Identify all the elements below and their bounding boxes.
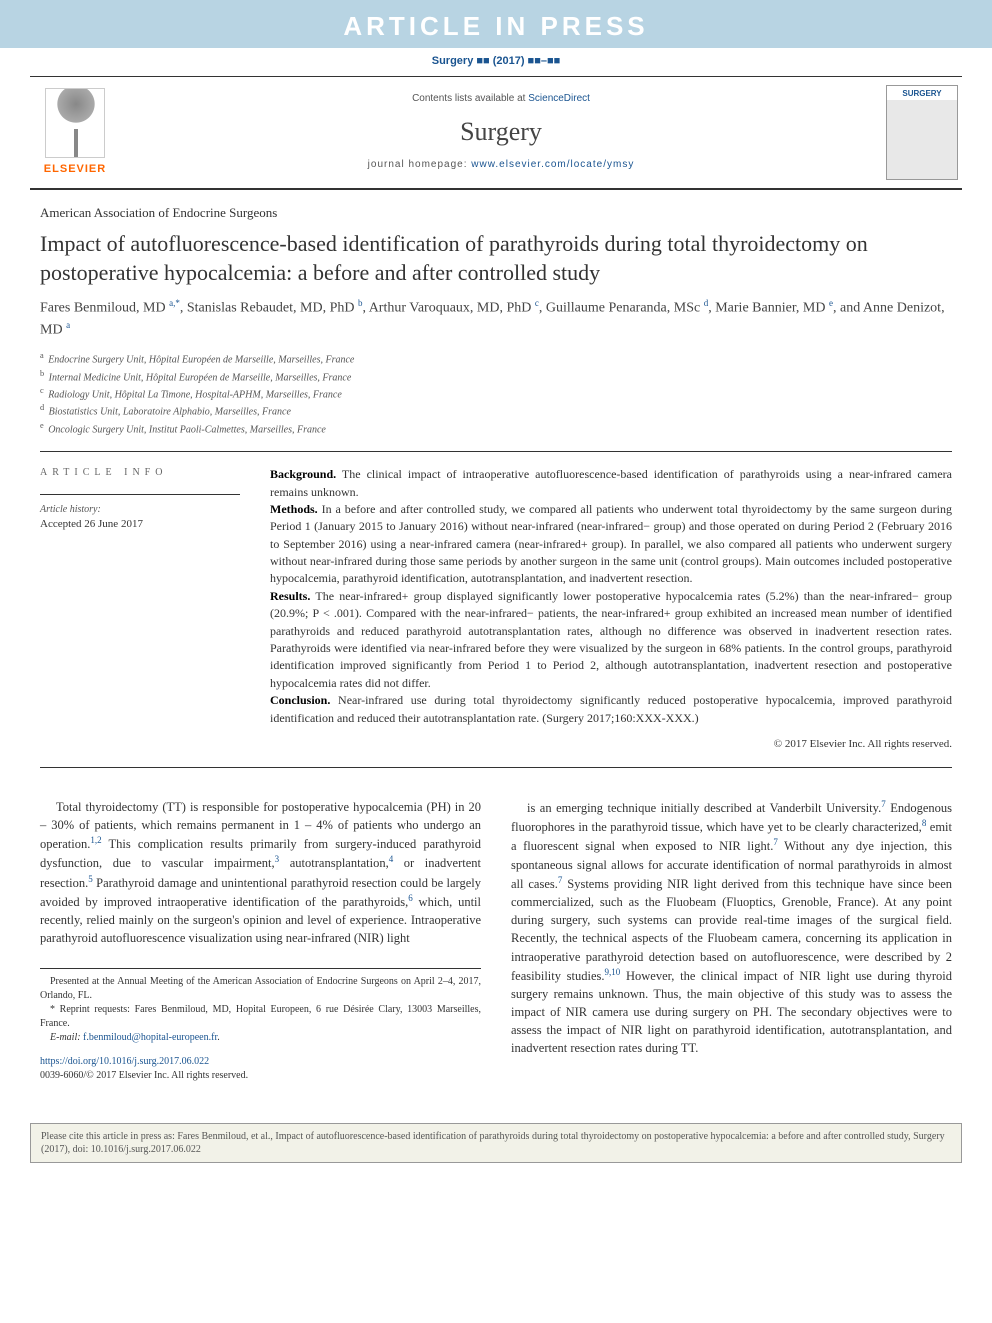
footnote-presented: Presented at the Annual Meeting of the A…: [40, 975, 481, 1003]
journal-name: Surgery: [140, 114, 862, 150]
body-column-left: Total thyroidectomy (TT) is responsible …: [40, 798, 481, 1083]
conclusion-label: Conclusion.: [270, 693, 330, 707]
footnotes: Presented at the Annual Meeting of the A…: [40, 968, 481, 1045]
email-link[interactable]: f.benmiloud@hopital-europeen.fr: [83, 1032, 217, 1043]
accepted-date: Accepted 26 June 2017: [40, 517, 240, 532]
doi-link[interactable]: https://doi.org/10.1016/j.surg.2017.06.0…: [40, 1056, 209, 1067]
article-title: Impact of autofluorescence-based identif…: [40, 230, 952, 287]
cover-image: [886, 85, 958, 180]
cite-article-box: Please cite this article in press as: Fa…: [30, 1123, 962, 1163]
footnote-reprint: * Reprint requests: Fares Benmiloud, MD,…: [40, 1003, 481, 1031]
body-columns: Total thyroidectomy (TT) is responsible …: [40, 798, 952, 1083]
homepage-prefix: journal homepage:: [368, 159, 472, 170]
contents-prefix: Contents lists available at: [412, 93, 528, 104]
contents-available-line: Contents lists available at ScienceDirec…: [140, 92, 862, 106]
article-in-press-banner: ARTICLE IN PRESS: [0, 0, 992, 48]
background-label: Background.: [270, 467, 336, 481]
conclusion-text: Near-infrared use during total thyroidec…: [270, 693, 952, 724]
methods-label: Methods.: [270, 502, 318, 516]
divider: [40, 767, 952, 768]
email-label: E-mail:: [50, 1032, 83, 1043]
abstract: Background. The clinical impact of intra…: [270, 466, 952, 753]
background-text: The clinical impact of intraoperative au…: [270, 467, 952, 498]
body-para-1: Total thyroidectomy (TT) is responsible …: [40, 798, 481, 948]
sciencedirect-link[interactable]: ScienceDirect: [528, 93, 590, 104]
footnote-email: E-mail: f.benmiloud@hopital-europeen.fr.: [40, 1031, 481, 1045]
header-center: Contents lists available at ScienceDirec…: [120, 77, 882, 188]
authors-list: Fares Benmiloud, MD a,*, Stanislas Rebau…: [40, 297, 952, 340]
homepage-link[interactable]: www.elsevier.com/locate/ymsy: [471, 159, 634, 170]
methods-text: In a before and after controlled study, …: [270, 502, 952, 586]
results-label: Results.: [270, 589, 310, 603]
article-content: American Association of Endocrine Surgeo…: [0, 190, 992, 1103]
info-abstract-row: ARTICLE INFO Article history: Accepted 2…: [40, 452, 952, 767]
body-para-2: is an emerging technique initially descr…: [511, 798, 952, 1058]
article-info-heading: ARTICLE INFO: [40, 466, 240, 480]
issn-copyright: 0039-6060/© 2017 Elsevier Inc. All right…: [40, 1070, 248, 1081]
affiliations: a Endocrine Surgery Unit, Hôpital Europé…: [40, 350, 952, 437]
results-text: The near-infrared+ group displayed signi…: [270, 589, 952, 690]
doi-block: https://doi.org/10.1016/j.surg.2017.06.0…: [40, 1055, 481, 1083]
elsevier-tree-icon: [45, 88, 105, 158]
article-info: ARTICLE INFO Article history: Accepted 2…: [40, 466, 240, 753]
section-name: American Association of Endocrine Surgeo…: [40, 204, 952, 222]
body-column-right: is an emerging technique initially descr…: [511, 798, 952, 1083]
elsevier-text: ELSEVIER: [44, 162, 106, 177]
cover-thumbnail: [882, 77, 962, 188]
homepage-line: journal homepage: www.elsevier.com/locat…: [140, 158, 862, 172]
elsevier-logo: ELSEVIER: [30, 77, 120, 188]
article-history-label: Article history:: [40, 503, 240, 517]
journal-header: ELSEVIER Contents lists available at Sci…: [30, 76, 962, 190]
abstract-copyright: © 2017 Elsevier Inc. All rights reserved…: [270, 737, 952, 753]
citation-line: Surgery ■■ (2017) ■■–■■: [0, 48, 992, 75]
